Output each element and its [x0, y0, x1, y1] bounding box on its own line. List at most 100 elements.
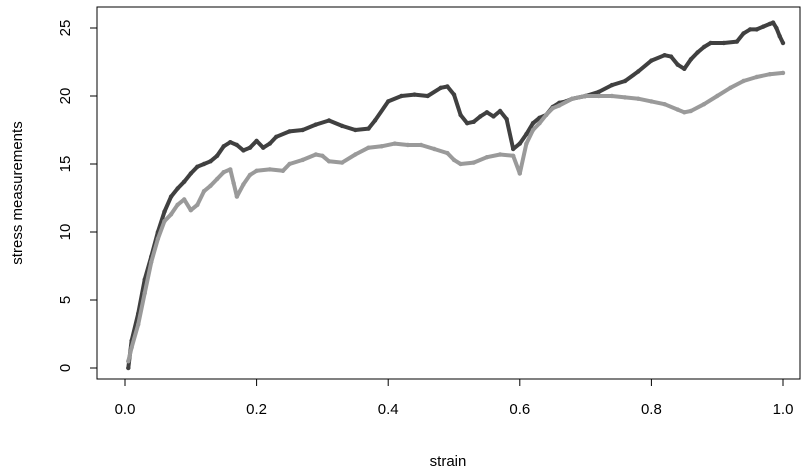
data-point [741, 78, 746, 84]
data-point [175, 202, 180, 207]
data-point [636, 69, 641, 74]
data-point [728, 85, 733, 91]
data-point [583, 93, 588, 99]
data-point [636, 96, 641, 101]
data-point [668, 54, 674, 59]
data-point [458, 161, 463, 167]
data-point [524, 141, 529, 146]
x-tick-label: 0.0 [115, 401, 136, 418]
data-point [767, 72, 772, 77]
data-point [126, 365, 131, 371]
data-point [491, 114, 496, 119]
data-point [254, 168, 259, 173]
data-point [195, 202, 200, 207]
series-layer [126, 20, 786, 371]
series-1 [126, 20, 786, 371]
data-point [445, 84, 450, 89]
data-point [609, 93, 615, 99]
data-point [530, 121, 536, 126]
data-point [767, 21, 772, 27]
data-point [142, 291, 147, 296]
data-point [149, 259, 154, 265]
y-tick-label: 10 [57, 224, 74, 241]
data-point [126, 359, 131, 364]
data-point [221, 144, 226, 149]
y-tick-label: 5 [57, 296, 74, 304]
data-point [451, 92, 457, 97]
y-tick-label: 0 [57, 364, 74, 372]
data-point [622, 78, 628, 84]
data-point [715, 93, 720, 99]
data-point [386, 99, 391, 104]
data-point [254, 138, 259, 144]
data-point [471, 119, 476, 125]
data-point [418, 142, 424, 148]
data-point [168, 212, 174, 217]
data-point [543, 112, 549, 118]
data-point [747, 27, 753, 32]
data-point [458, 112, 463, 118]
data-point [241, 182, 246, 187]
data-point [129, 345, 134, 350]
data-point [530, 127, 536, 133]
data-point [208, 183, 213, 188]
y-tick-label: 25 [57, 20, 74, 37]
data-point [537, 121, 542, 126]
data-point [195, 164, 200, 169]
data-point [267, 167, 272, 172]
data-point [780, 40, 786, 46]
data-point [247, 172, 253, 178]
data-point [175, 186, 180, 191]
data-point [228, 140, 233, 145]
x-tick-label: 1.0 [773, 401, 794, 418]
data-point [188, 171, 193, 176]
y-axis: 0 5 10 15 20 25 [57, 20, 98, 372]
data-point [366, 145, 371, 150]
data-point [780, 70, 786, 76]
data-point [320, 153, 325, 158]
data-point [708, 40, 713, 46]
data-point [596, 89, 601, 95]
data-point [300, 127, 305, 133]
data-point [234, 142, 240, 148]
data-point [201, 161, 207, 167]
data-point [721, 40, 726, 46]
data-point [445, 150, 450, 156]
data-point [754, 27, 759, 32]
data-point [596, 93, 601, 99]
x-tick-label: 0.4 [378, 401, 399, 418]
data-point [234, 194, 240, 199]
data-point [524, 131, 529, 137]
data-point [231, 180, 236, 186]
data-point [241, 148, 246, 153]
data-point [497, 108, 503, 114]
data-point [221, 170, 226, 175]
data-point [701, 44, 707, 50]
data-point [570, 96, 575, 101]
data-point [438, 85, 443, 91]
data-point [550, 106, 555, 111]
data-point [372, 118, 378, 123]
data-point [649, 58, 654, 63]
data-point [734, 39, 740, 44]
data-point [313, 122, 318, 127]
data-point [761, 24, 766, 29]
data-point [405, 142, 411, 148]
data-point [267, 141, 272, 146]
data-point [155, 236, 161, 241]
data-point [353, 127, 358, 133]
data-point [504, 116, 509, 122]
data-point [649, 99, 654, 104]
data-point [777, 34, 782, 39]
data-point [451, 157, 457, 163]
data-point [280, 168, 286, 173]
data-point [326, 159, 332, 164]
data-point [754, 74, 759, 80]
data-point [662, 102, 667, 107]
data-point [497, 152, 503, 157]
data-point [471, 160, 476, 165]
data-point [557, 103, 562, 108]
data-point [136, 322, 141, 327]
data-point [162, 218, 167, 224]
x-axis-title: strain [430, 453, 467, 470]
